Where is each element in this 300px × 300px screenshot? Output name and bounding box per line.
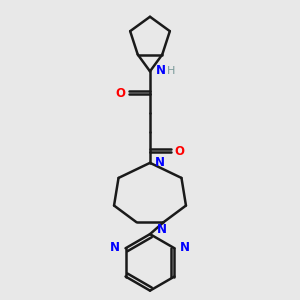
Text: N: N xyxy=(180,242,190,254)
Text: N: N xyxy=(157,223,167,236)
Text: N: N xyxy=(156,64,166,77)
Text: N: N xyxy=(110,242,120,254)
Text: N: N xyxy=(154,156,164,169)
Text: O: O xyxy=(115,87,125,100)
Text: H: H xyxy=(167,66,175,76)
Text: O: O xyxy=(175,145,185,158)
